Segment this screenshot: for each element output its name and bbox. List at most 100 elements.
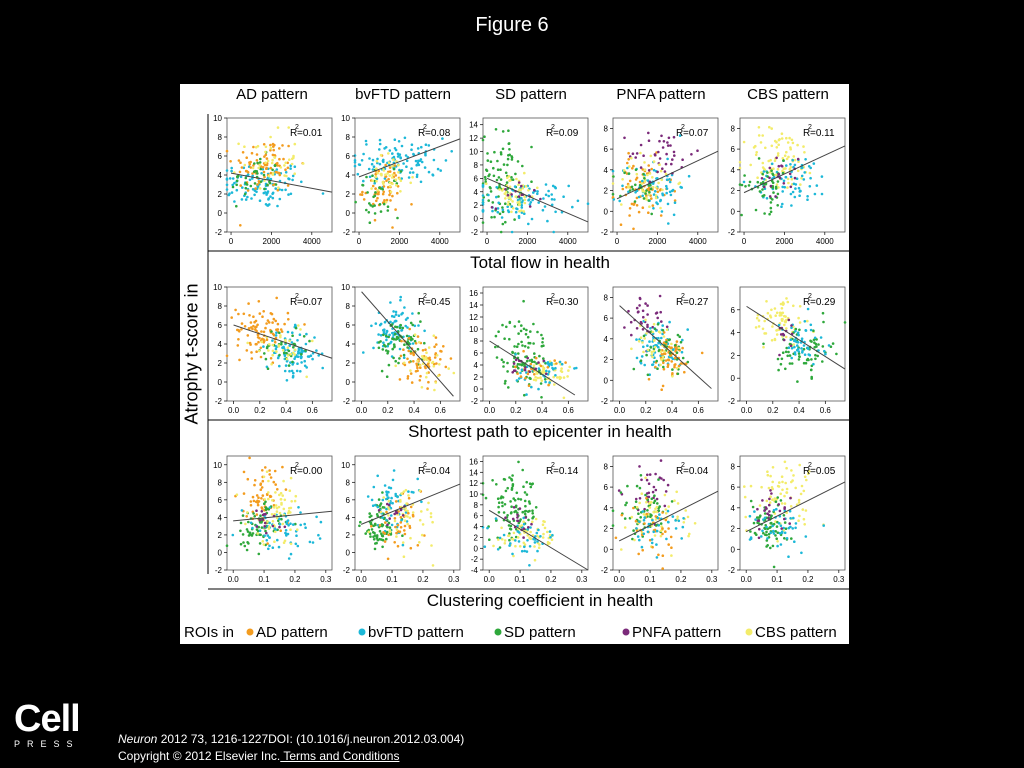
- data-point: [246, 173, 250, 176]
- x-tick-label: 0.4: [409, 406, 421, 415]
- data-point: [394, 174, 398, 177]
- data-point: [415, 175, 419, 179]
- data-point: [645, 512, 648, 516]
- data-point: [368, 512, 371, 515]
- data-point: [780, 475, 784, 479]
- data-point: [777, 368, 780, 372]
- data-point: [278, 197, 282, 201]
- y-tick-label: 8: [474, 337, 479, 346]
- y-tick-label: 4: [731, 166, 736, 175]
- data-point: [547, 189, 550, 193]
- data-point: [653, 153, 657, 157]
- data-point: [293, 499, 297, 503]
- x-tick-label: 0.6: [563, 406, 575, 415]
- data-point: [402, 356, 406, 360]
- data-point: [510, 488, 514, 491]
- data-point: [661, 384, 665, 388]
- y-tick-label: -2: [215, 228, 223, 237]
- data-point: [256, 172, 259, 175]
- data-point: [550, 538, 554, 541]
- data-point: [372, 538, 376, 541]
- regression-line: [619, 305, 712, 389]
- data-point: [399, 298, 402, 302]
- data-point: [245, 349, 249, 352]
- data-point: [661, 554, 665, 557]
- plot-frame: [739, 117, 846, 233]
- data-point: [282, 507, 286, 511]
- data-point: [381, 180, 385, 184]
- data-point: [281, 346, 284, 350]
- data-point: [794, 327, 798, 331]
- data-point: [506, 163, 509, 167]
- data-point: [512, 362, 516, 365]
- data-point: [796, 143, 799, 147]
- terms-link[interactable]: Terms and Conditions: [280, 749, 400, 763]
- data-point: [776, 484, 780, 488]
- data-point: [290, 162, 294, 166]
- y-tick-label: 10: [469, 490, 478, 499]
- data-point: [791, 527, 794, 530]
- data-point: [497, 501, 501, 505]
- data-point: [293, 172, 296, 175]
- data-point: [280, 501, 283, 505]
- data-point: [501, 504, 504, 508]
- y-tick-label: 0: [474, 215, 479, 224]
- data-point: [487, 193, 490, 197]
- data-point: [790, 480, 793, 484]
- r-squared-value: =0.04: [425, 466, 451, 477]
- y-tick-label: 12: [469, 479, 478, 488]
- data-point: [278, 171, 281, 175]
- data-point: [497, 511, 501, 514]
- data-point: [490, 206, 494, 209]
- y-tick-label: 10: [341, 461, 350, 470]
- data-point: [765, 300, 768, 303]
- data-point: [376, 474, 379, 478]
- data-point: [781, 157, 785, 160]
- data-point: [281, 494, 284, 497]
- data-point: [387, 490, 390, 494]
- data-point: [773, 307, 777, 310]
- data-point: [641, 328, 645, 331]
- data-point: [822, 320, 825, 324]
- data-point: [394, 525, 397, 529]
- data-point: [259, 157, 262, 161]
- data-point: [567, 184, 570, 188]
- data-point: [671, 515, 675, 518]
- data-point: [527, 341, 530, 345]
- data-point: [394, 208, 397, 211]
- data-point: [399, 516, 403, 519]
- data-point: [813, 336, 817, 340]
- data-point: [253, 182, 257, 185]
- data-point: [402, 353, 406, 357]
- data-point: [255, 159, 259, 162]
- data-point: [276, 322, 280, 326]
- data-point: [409, 505, 413, 509]
- data-point: [372, 195, 375, 199]
- data-point: [489, 160, 493, 163]
- data-point: [497, 538, 500, 541]
- data-point: [387, 508, 391, 511]
- data-point: [656, 516, 660, 520]
- data-point: [292, 346, 295, 349]
- data-point: [353, 160, 357, 164]
- y-tick-label: -2: [471, 397, 479, 406]
- data-point: [667, 527, 670, 530]
- data-point: [530, 217, 534, 221]
- data-point: [410, 203, 413, 206]
- data-point: [623, 171, 626, 175]
- data-point: [644, 318, 647, 322]
- data-point: [612, 198, 616, 201]
- data-point: [655, 177, 658, 180]
- data-point: [292, 156, 295, 160]
- data-point: [382, 190, 385, 194]
- data-point: [792, 516, 795, 520]
- data-point: [437, 374, 440, 378]
- data-point: [494, 345, 497, 349]
- data-point: [235, 204, 238, 208]
- data-point: [666, 509, 670, 513]
- data-point: [395, 335, 399, 339]
- data-point: [779, 302, 783, 306]
- plot-frame: [482, 286, 589, 402]
